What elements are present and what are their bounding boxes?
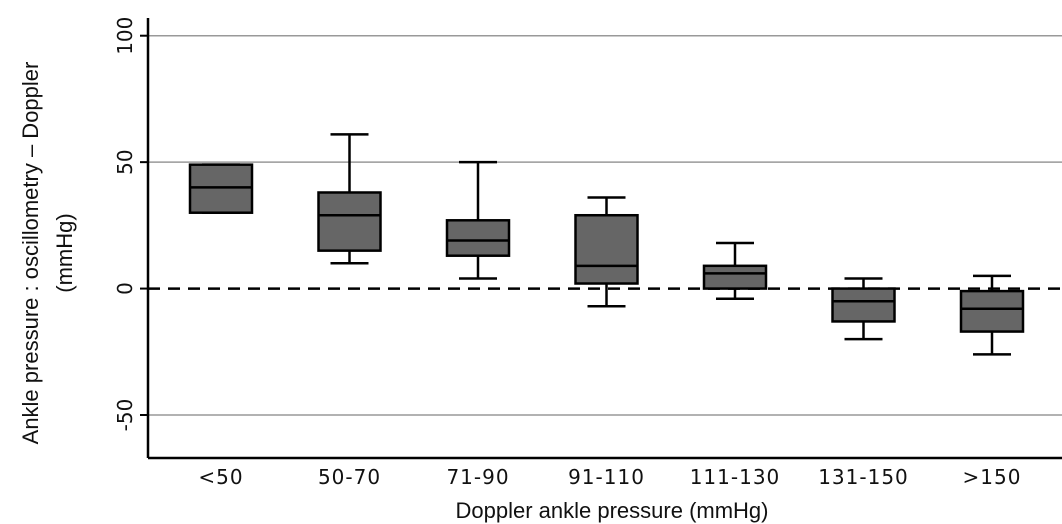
x-tick-label: 71-90 (446, 465, 509, 489)
x-axis-title: Doppler ankle pressure (mmHg) (456, 498, 769, 523)
y-axis-title-line1: Ankle pressure : oscillometry – Doppler (18, 62, 43, 445)
iqr-box (445, 219, 511, 257)
iqr-box (831, 287, 896, 323)
box-1 (188, 163, 254, 214)
iqr-box (959, 289, 1025, 333)
iqr-box (317, 191, 382, 252)
box-5 (702, 241, 768, 300)
box-2 (317, 133, 382, 265)
boxes (188, 133, 1025, 356)
iqr-box (574, 213, 639, 285)
gridlines (148, 34, 1062, 416)
box-7 (959, 274, 1025, 356)
x-tick-label: >150 (963, 465, 1022, 489)
x-tick-label: 91-110 (568, 465, 645, 489)
y-tick-label: 100 (113, 17, 137, 55)
x-tick-label: <50 (198, 465, 243, 489)
x-tick-label: 111-130 (690, 465, 781, 489)
axes (140, 18, 1062, 460)
y-tick-label: 0 (113, 282, 137, 295)
box-4 (574, 196, 639, 308)
tick-labels: -50 0 50 100 <50 50-70 71-90 91-110 111-130 131-1… (113, 17, 1022, 489)
y-tick-label: -50 (113, 399, 137, 432)
box-6 (831, 277, 896, 341)
box-3 (445, 160, 511, 280)
y-axis-title-line2: (mmHg) (52, 213, 77, 292)
x-tick-label: 50-70 (318, 465, 381, 489)
x-tick-label: 131-150 (818, 465, 909, 489)
iqr-box (702, 264, 768, 290)
iqr-box (188, 163, 254, 214)
y-tick-label: 50 (113, 149, 137, 174)
